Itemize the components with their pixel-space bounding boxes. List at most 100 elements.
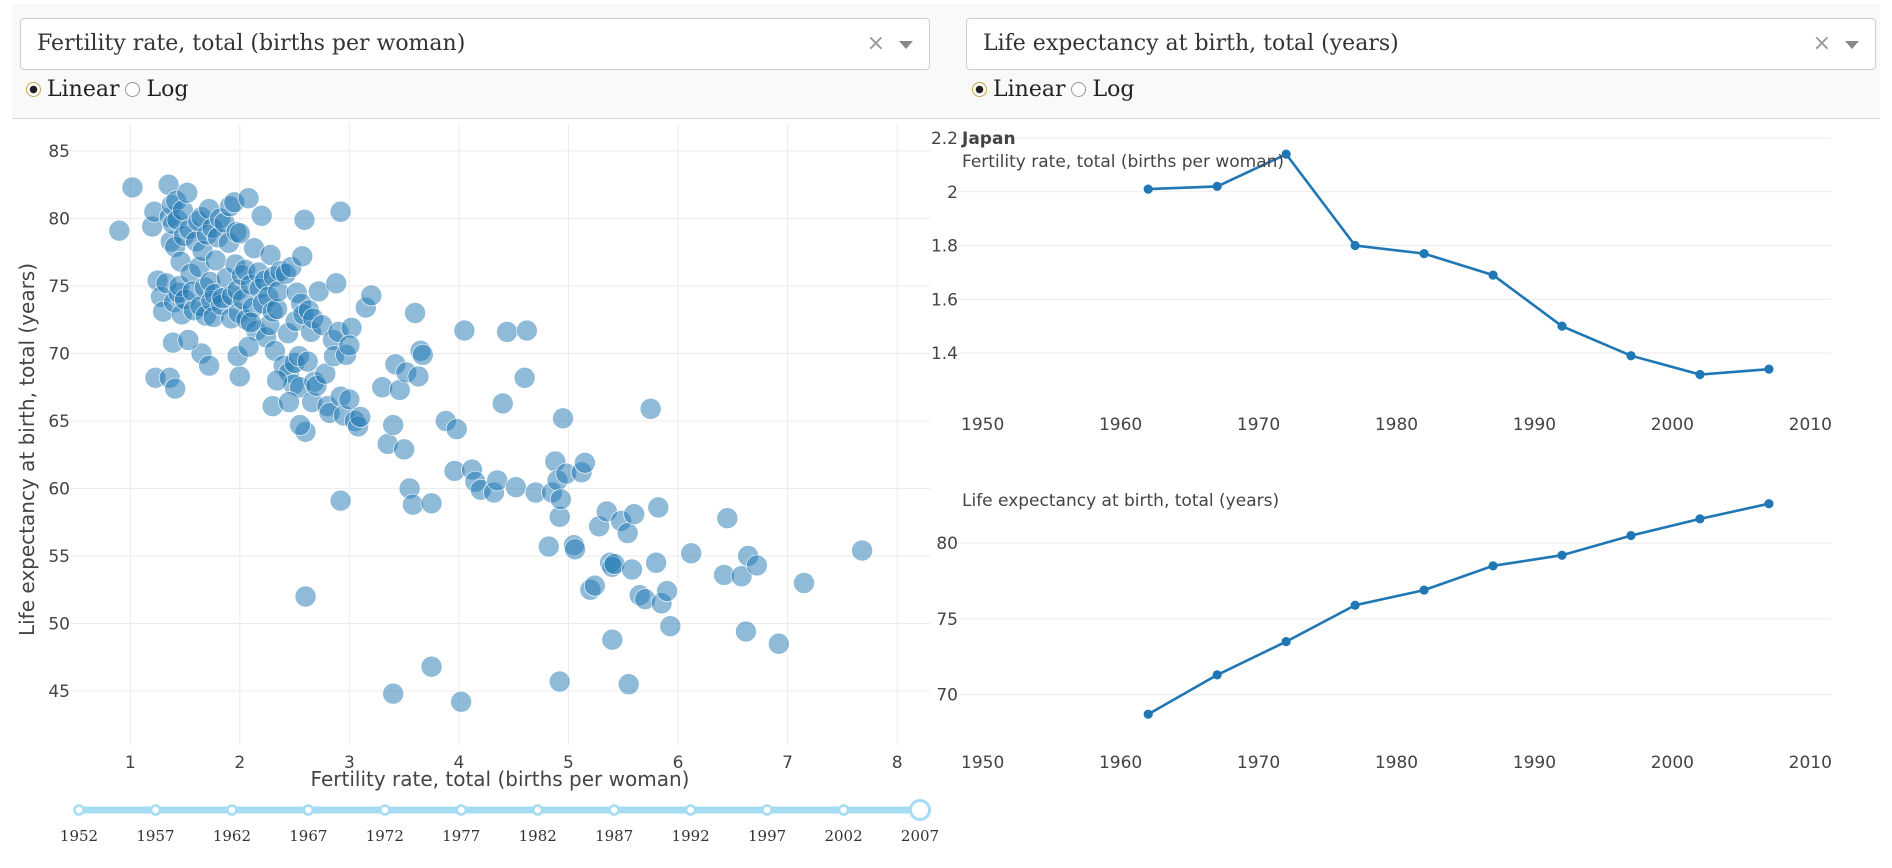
slider-mark-dot[interactable] [379,804,391,816]
scatter-point[interactable] [237,187,260,210]
scatter-point[interactable] [164,377,186,400]
scatter-point[interactable] [382,414,404,436]
scatter-point[interactable] [289,414,311,436]
scatter-point[interactable] [851,539,873,562]
scatter-point[interactable] [296,350,319,373]
scatter-point[interactable] [516,319,538,342]
scatter-point[interactable] [645,551,667,574]
slider-mark-label[interactable]: 1957 [136,827,174,845]
slider-mark-label[interactable]: 1967 [289,827,327,845]
scatter-point[interactable] [360,284,383,307]
scatter-point[interactable] [793,572,815,594]
scatter-point[interactable] [411,344,434,366]
y-scale-log-radio[interactable]: Log [1071,77,1134,102]
scatter-point[interactable] [293,209,316,231]
scatter-point[interactable] [291,245,314,268]
scatter-point[interactable] [537,535,560,558]
x-scale-log-radio[interactable]: Log [125,77,188,102]
scatter-point[interactable] [486,469,509,492]
scatter-point[interactable] [229,222,251,245]
scatter-point[interactable] [294,585,317,608]
scatter-point[interactable] [121,176,144,199]
scatter-point[interactable] [314,362,337,385]
scatter-point[interactable] [402,493,424,516]
scatter-point[interactable] [639,398,662,420]
chevron-down-icon[interactable] [899,41,913,49]
scatter-point[interactable] [552,407,574,430]
scatter-point[interactable] [338,388,361,411]
scatter-point[interactable] [656,580,678,602]
slider-mark-dot[interactable] [684,804,697,816]
slider-mark-dot[interactable] [837,804,850,816]
year-slider[interactable]: 1952 1957 1962 1967 1972 1977 1982 1987 1992 1997… [60,799,939,846]
scatter-point[interactable] [623,503,646,525]
scatter-point[interactable] [647,496,670,519]
scatter-point[interactable] [716,507,739,530]
scatter-point[interactable] [491,392,514,415]
scatter-point[interactable] [407,365,430,388]
slider-mark-label[interactable]: 1952 [60,827,98,845]
slider-mark-dot[interactable] [149,804,162,816]
scatter-point[interactable] [548,670,571,693]
scatter-point[interactable] [393,438,415,461]
slider-mark-label[interactable]: 1982 [519,827,557,845]
slider-mark-label[interactable]: 2007 [901,827,939,845]
slider-mark-label[interactable]: 1972 [366,827,404,845]
scatter-point[interactable] [229,365,251,388]
scatter-point[interactable] [564,538,586,561]
scatter-point[interactable] [496,321,518,343]
scatter-point[interactable] [616,522,639,544]
scatter-point[interactable] [239,311,262,334]
scatter-point[interactable] [450,690,472,713]
scatter-point[interactable] [420,492,443,515]
scatter-point[interactable] [735,620,757,643]
scatter-point[interactable] [768,632,790,655]
scatter-point[interactable] [617,673,640,696]
clear-icon[interactable]: × [866,31,885,56]
scatter-point[interactable] [420,655,443,678]
scatter-point[interactable] [550,488,572,511]
scatter-point[interactable] [237,335,260,358]
scatter-point[interactable] [108,219,131,242]
scatter-point[interactable] [338,334,361,357]
scatter-point[interactable] [505,476,527,498]
clear-icon[interactable]: × [1812,31,1831,56]
scatter-point[interactable] [176,182,199,204]
x-indicator-dropdown[interactable]: Fertility rate, total (births per woman)… [20,18,930,70]
scatter-point[interactable] [329,200,352,223]
slider-mark-dot[interactable] [761,804,773,816]
scatter-point[interactable] [259,244,282,266]
slider-mark-label[interactable]: 1992 [672,827,710,845]
slider-mark-label[interactable]: 1977 [442,827,480,845]
scatter-point[interactable] [278,391,300,413]
slider-mark-dot[interactable] [531,804,544,816]
scatter-point[interactable] [730,565,753,588]
scatter-point[interactable] [583,574,606,597]
scatter-point[interactable] [325,272,348,295]
scatter-point[interactable] [198,354,220,377]
slider-mark-label[interactable]: 2002 [824,827,862,845]
x-scale-linear-radio[interactable]: Linear [26,77,119,102]
slider-mark-dot[interactable] [302,804,315,816]
scatter-point[interactable] [445,418,468,440]
slider-handle[interactable] [909,799,931,821]
scatter-point[interactable] [329,489,352,512]
slider-mark-label[interactable]: 1997 [748,827,786,845]
scatter-point[interactable] [382,682,404,705]
scatter-point[interactable] [746,554,768,577]
scatter-point[interactable] [204,249,227,272]
y-indicator-dropdown[interactable]: Life expectancy at birth, total (years) … [966,18,1876,70]
scatter-point[interactable] [621,558,643,581]
scatter-point[interactable] [601,628,624,651]
scatter-point[interactable] [513,366,536,389]
slider-mark-dot[interactable] [226,804,238,816]
slider-mark-label[interactable]: 1987 [595,827,633,845]
chevron-down-icon[interactable] [1845,41,1859,49]
scatter-point[interactable] [250,205,273,227]
scatter-point[interactable] [680,542,702,565]
slider-mark-label[interactable]: 1962 [213,827,251,845]
scatter-point[interactable] [404,302,426,324]
slider-mark-dot[interactable] [73,804,85,816]
scatter-point[interactable] [266,369,288,392]
